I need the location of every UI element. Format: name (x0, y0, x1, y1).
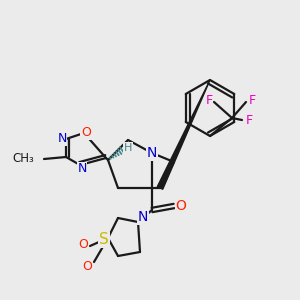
Text: N: N (57, 133, 67, 146)
Polygon shape (157, 80, 210, 189)
Text: O: O (81, 127, 91, 140)
Text: CH₃: CH₃ (12, 152, 34, 166)
Text: H: H (124, 143, 132, 153)
Text: S: S (99, 232, 109, 247)
Text: O: O (176, 199, 186, 213)
Text: F: F (206, 94, 213, 107)
Text: F: F (245, 115, 253, 128)
Text: O: O (78, 238, 88, 250)
Text: O: O (82, 260, 92, 272)
Text: N: N (138, 210, 148, 224)
Text: N: N (77, 163, 87, 176)
Text: F: F (248, 94, 256, 107)
Text: N: N (147, 146, 157, 160)
